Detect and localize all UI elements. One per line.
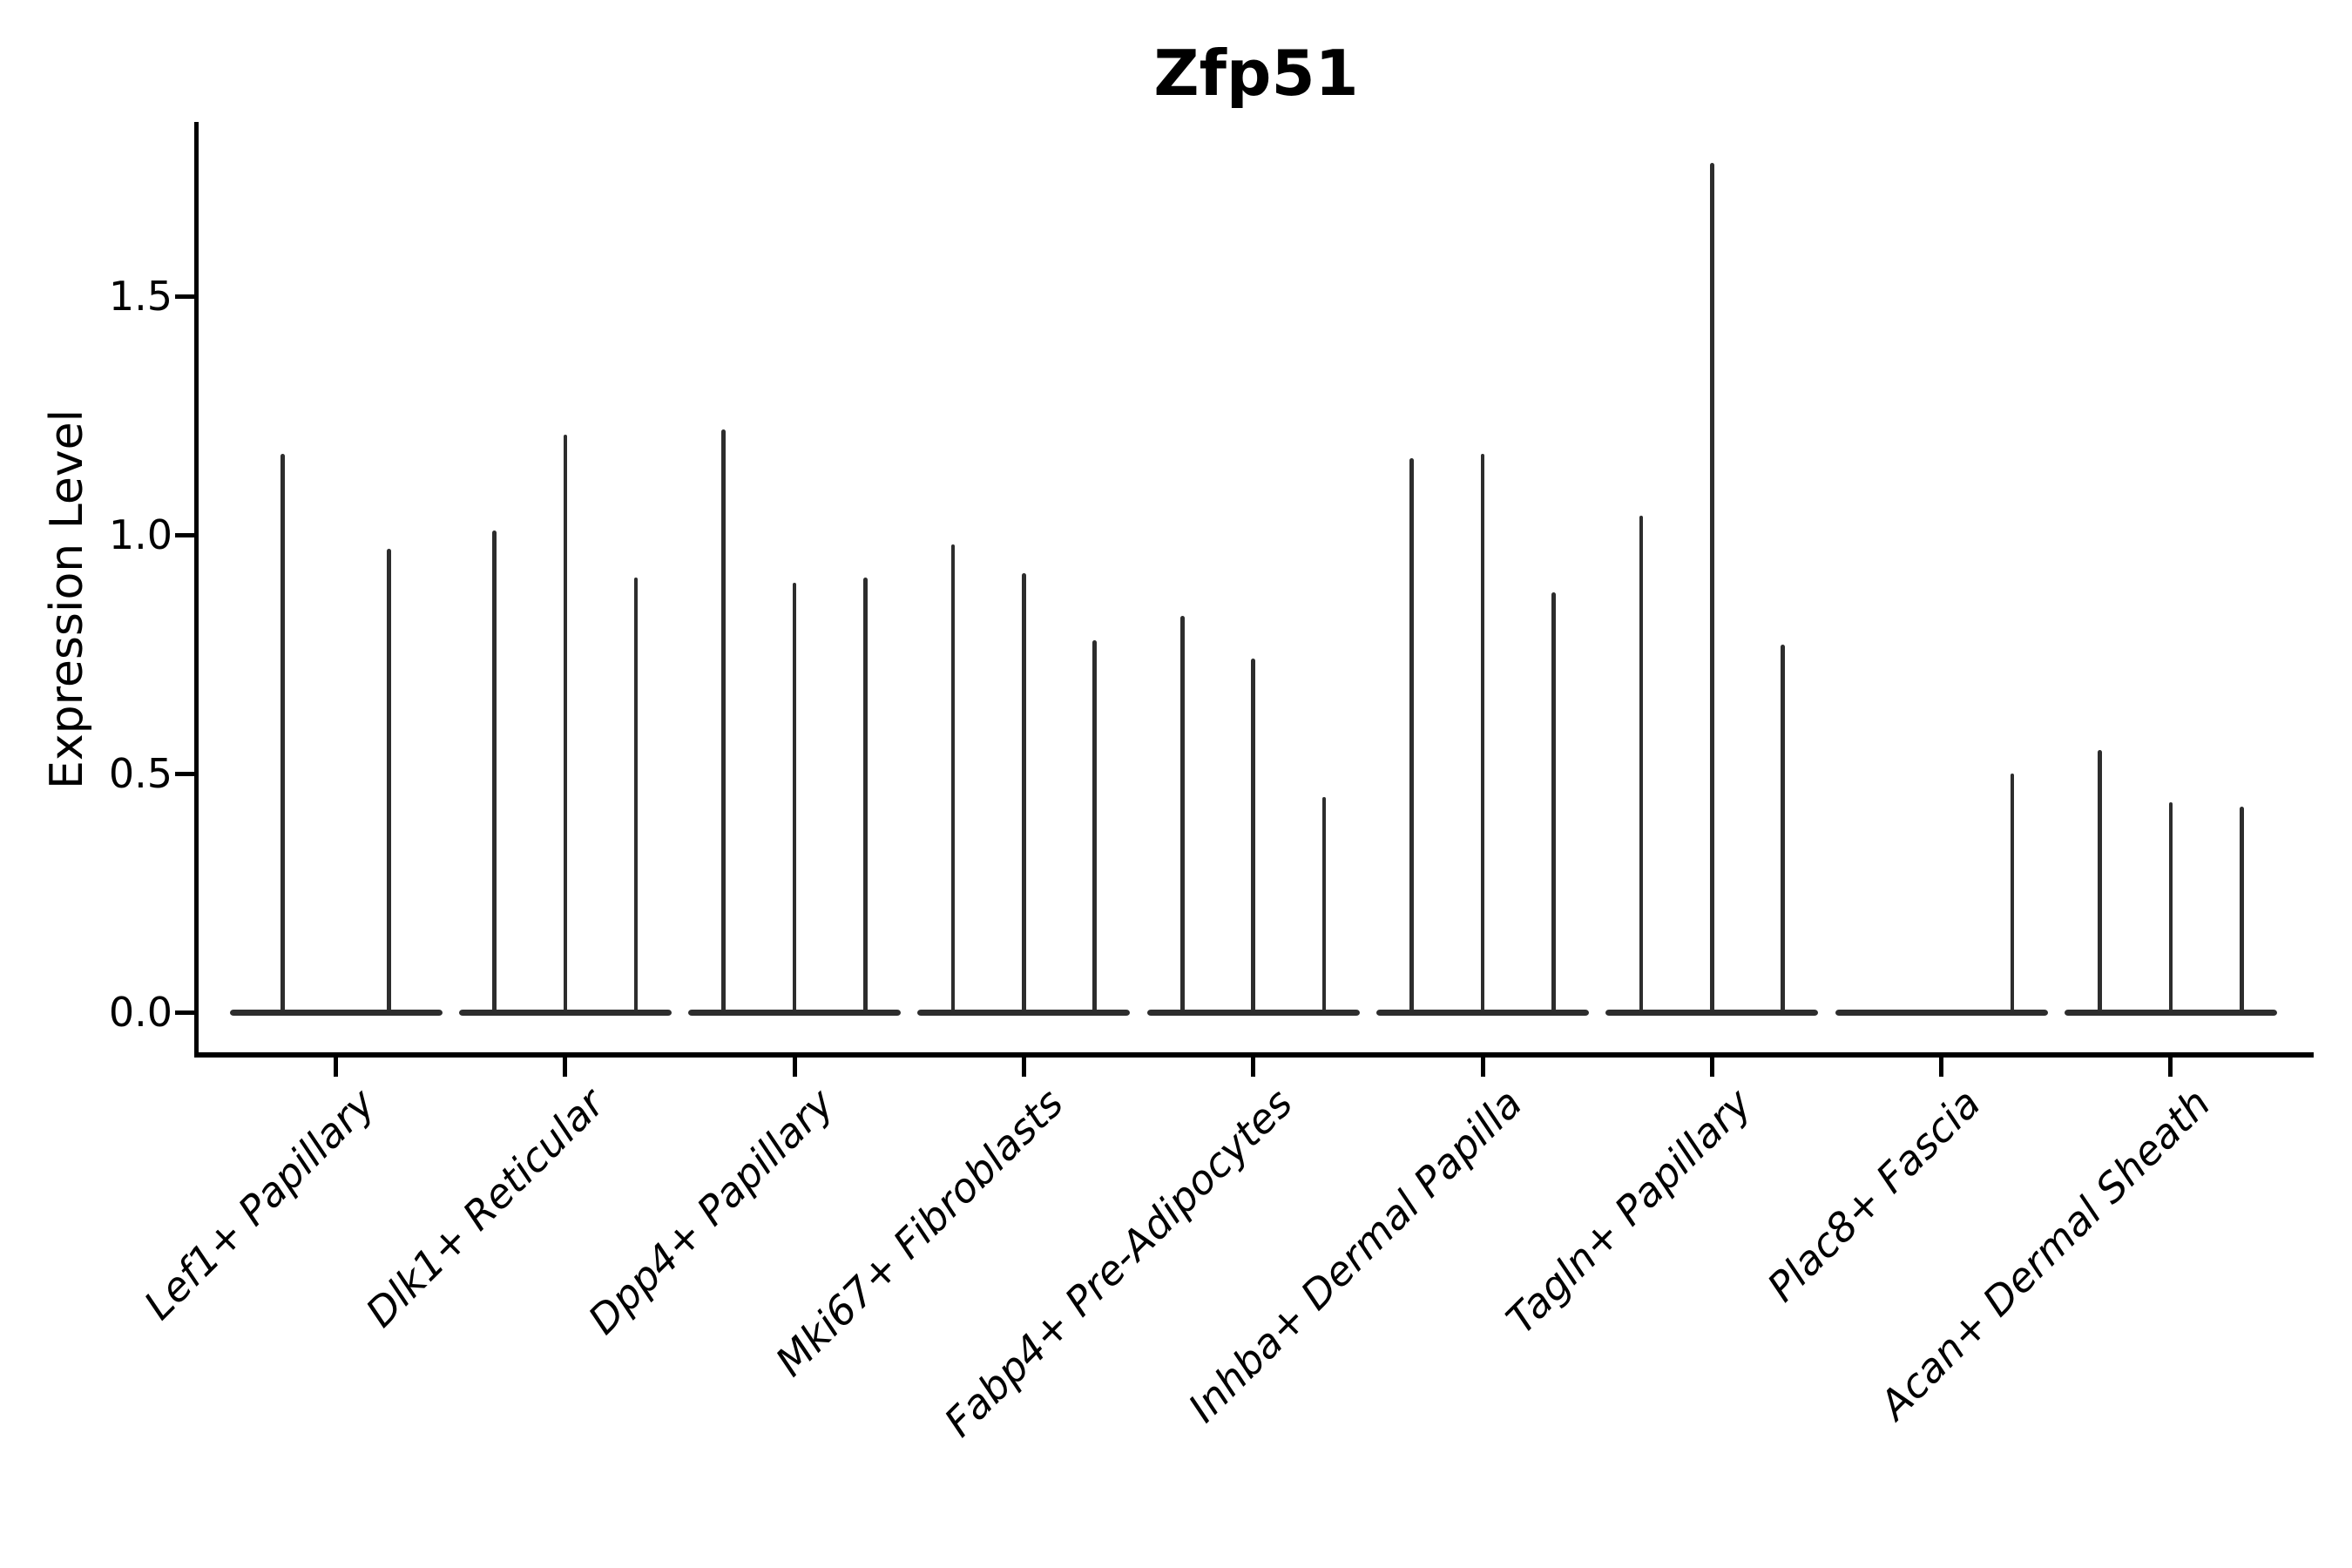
x-category-label: Lef1+ Papillary	[134, 1079, 384, 1329]
violin-spike	[721, 429, 727, 1012]
x-tick	[1251, 1057, 1256, 1077]
x-tick	[1709, 1057, 1714, 1077]
violin-spike	[1639, 516, 1644, 1012]
violin-spike	[2168, 801, 2173, 1012]
y-axis-label: Expression Level	[41, 409, 93, 790]
plot-title: Zfp51	[1153, 37, 1359, 110]
violin-spike	[633, 578, 639, 1012]
violin-spike	[1480, 453, 1485, 1012]
x-axis-spine	[193, 1052, 2314, 1058]
x-category-label: Plac8+ Fascia	[1758, 1079, 1990, 1311]
violin-baseline	[229, 1009, 443, 1016]
x-category-label: Dlk1+ Reticular	[356, 1079, 614, 1336]
violin-spike	[1321, 797, 1327, 1012]
y-tick-label: 0.0	[108, 989, 172, 1036]
violin-spike	[387, 549, 391, 1012]
y-axis-spine	[193, 122, 199, 1058]
y-tick-label: 0.5	[108, 750, 172, 797]
violin-spike	[1710, 162, 1714, 1012]
violin-spike	[1781, 645, 1785, 1012]
violin-spike	[2010, 774, 2015, 1012]
x-tick	[334, 1057, 338, 1077]
violin-spike	[1251, 659, 1255, 1012]
x-tick	[1939, 1057, 1944, 1077]
y-tick	[174, 532, 194, 537]
violin-baseline	[1376, 1009, 1589, 1016]
violin-spike	[950, 544, 956, 1012]
violin-spike	[1180, 616, 1185, 1012]
x-tick	[1480, 1057, 1485, 1077]
violin-baseline	[1835, 1009, 2048, 1016]
violin-spike	[792, 582, 797, 1012]
violin-spike	[2098, 749, 2102, 1012]
y-tick	[174, 294, 194, 299]
violin-baseline	[2064, 1009, 2277, 1016]
violin-baseline	[1605, 1009, 1819, 1016]
y-tick	[174, 1010, 194, 1015]
violin-baseline	[458, 1009, 672, 1016]
violin-spike	[2239, 807, 2244, 1012]
violin-spike	[1092, 639, 1098, 1012]
x-category-label: Tagln+ Papillary	[1497, 1079, 1761, 1343]
y-tick-label: 1.0	[108, 511, 172, 558]
x-tick	[563, 1057, 568, 1077]
violin-spike	[1409, 458, 1414, 1012]
violin-spike	[280, 453, 285, 1012]
x-tick	[1021, 1057, 1026, 1077]
violin-spike	[563, 434, 568, 1012]
violin-baseline	[1146, 1009, 1360, 1016]
violin-baseline	[917, 1009, 1131, 1016]
violin-spike	[1022, 572, 1026, 1012]
y-tick	[174, 771, 194, 776]
x-tick	[792, 1057, 797, 1077]
violin-spike	[863, 578, 868, 1012]
x-tick	[2168, 1057, 2173, 1077]
x-category-label: Dpp4+ Papillary	[578, 1079, 843, 1343]
violin-baseline	[688, 1009, 902, 1016]
violin-spike	[1551, 591, 1556, 1012]
y-tick-label: 1.5	[108, 273, 172, 320]
violin-spike	[492, 530, 497, 1012]
